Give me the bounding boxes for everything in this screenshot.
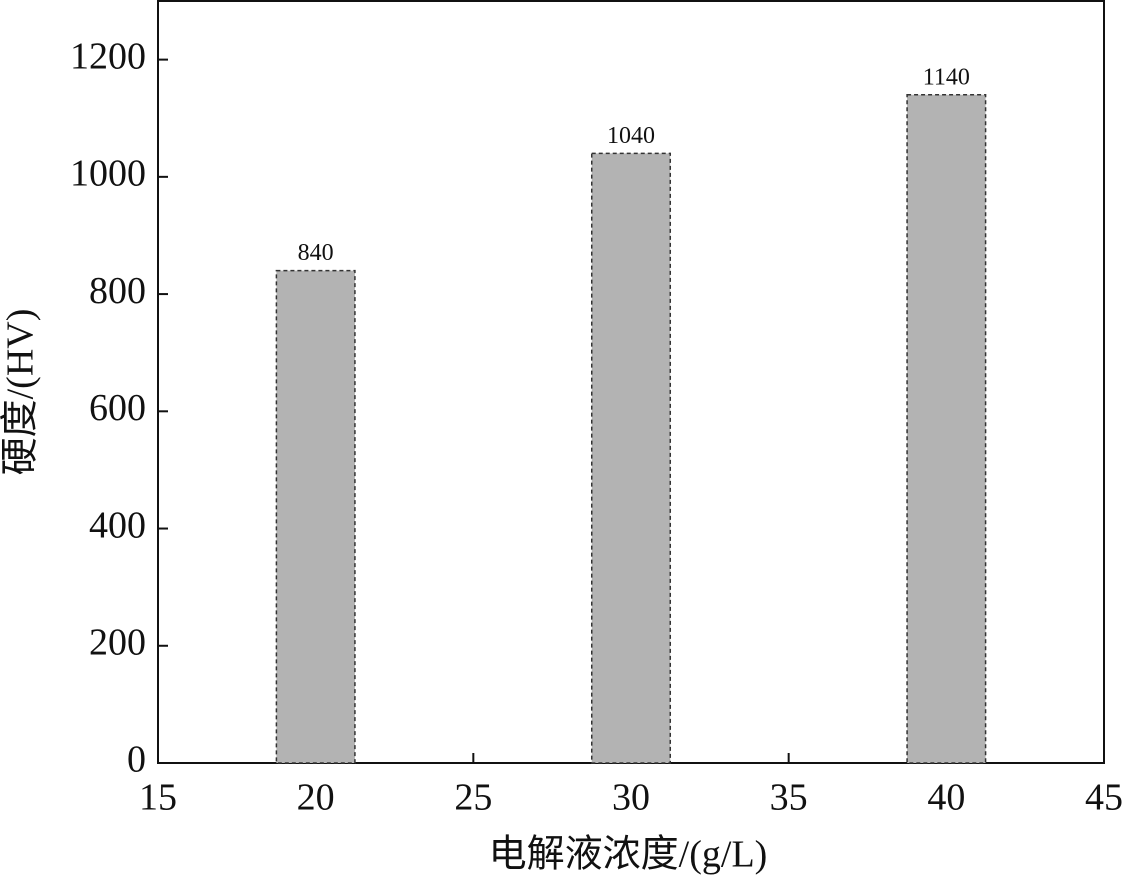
x-tick-label: 35 <box>770 777 808 819</box>
y-tick-label: 800 <box>89 270 146 312</box>
y-tick-label: 600 <box>89 387 146 429</box>
x-tick-label: 15 <box>139 777 177 819</box>
value-label: 1040 <box>607 123 655 149</box>
y-tick-label: 400 <box>89 504 146 546</box>
bar <box>906 94 987 764</box>
y-tick-label: 1200 <box>70 35 146 77</box>
x-tick-label: 25 <box>454 777 492 819</box>
y-tick-label: 200 <box>89 621 146 663</box>
bar <box>275 269 356 764</box>
value-label: 840 <box>298 240 334 266</box>
x-tick-label: 20 <box>297 777 335 819</box>
bar <box>590 152 672 764</box>
x-tick-label: 40 <box>927 777 965 819</box>
x-axis-label: 电解液浓度/(g/L) <box>489 834 768 876</box>
value-label: 1140 <box>923 64 970 90</box>
y-tick-label: 1000 <box>70 153 146 195</box>
x-tick-label: 30 <box>612 777 650 819</box>
x-tick-label: 45 <box>1085 777 1123 819</box>
y-tick-label: 0 <box>127 739 146 781</box>
y-axis-label: 硬度/(HV) <box>0 309 42 476</box>
